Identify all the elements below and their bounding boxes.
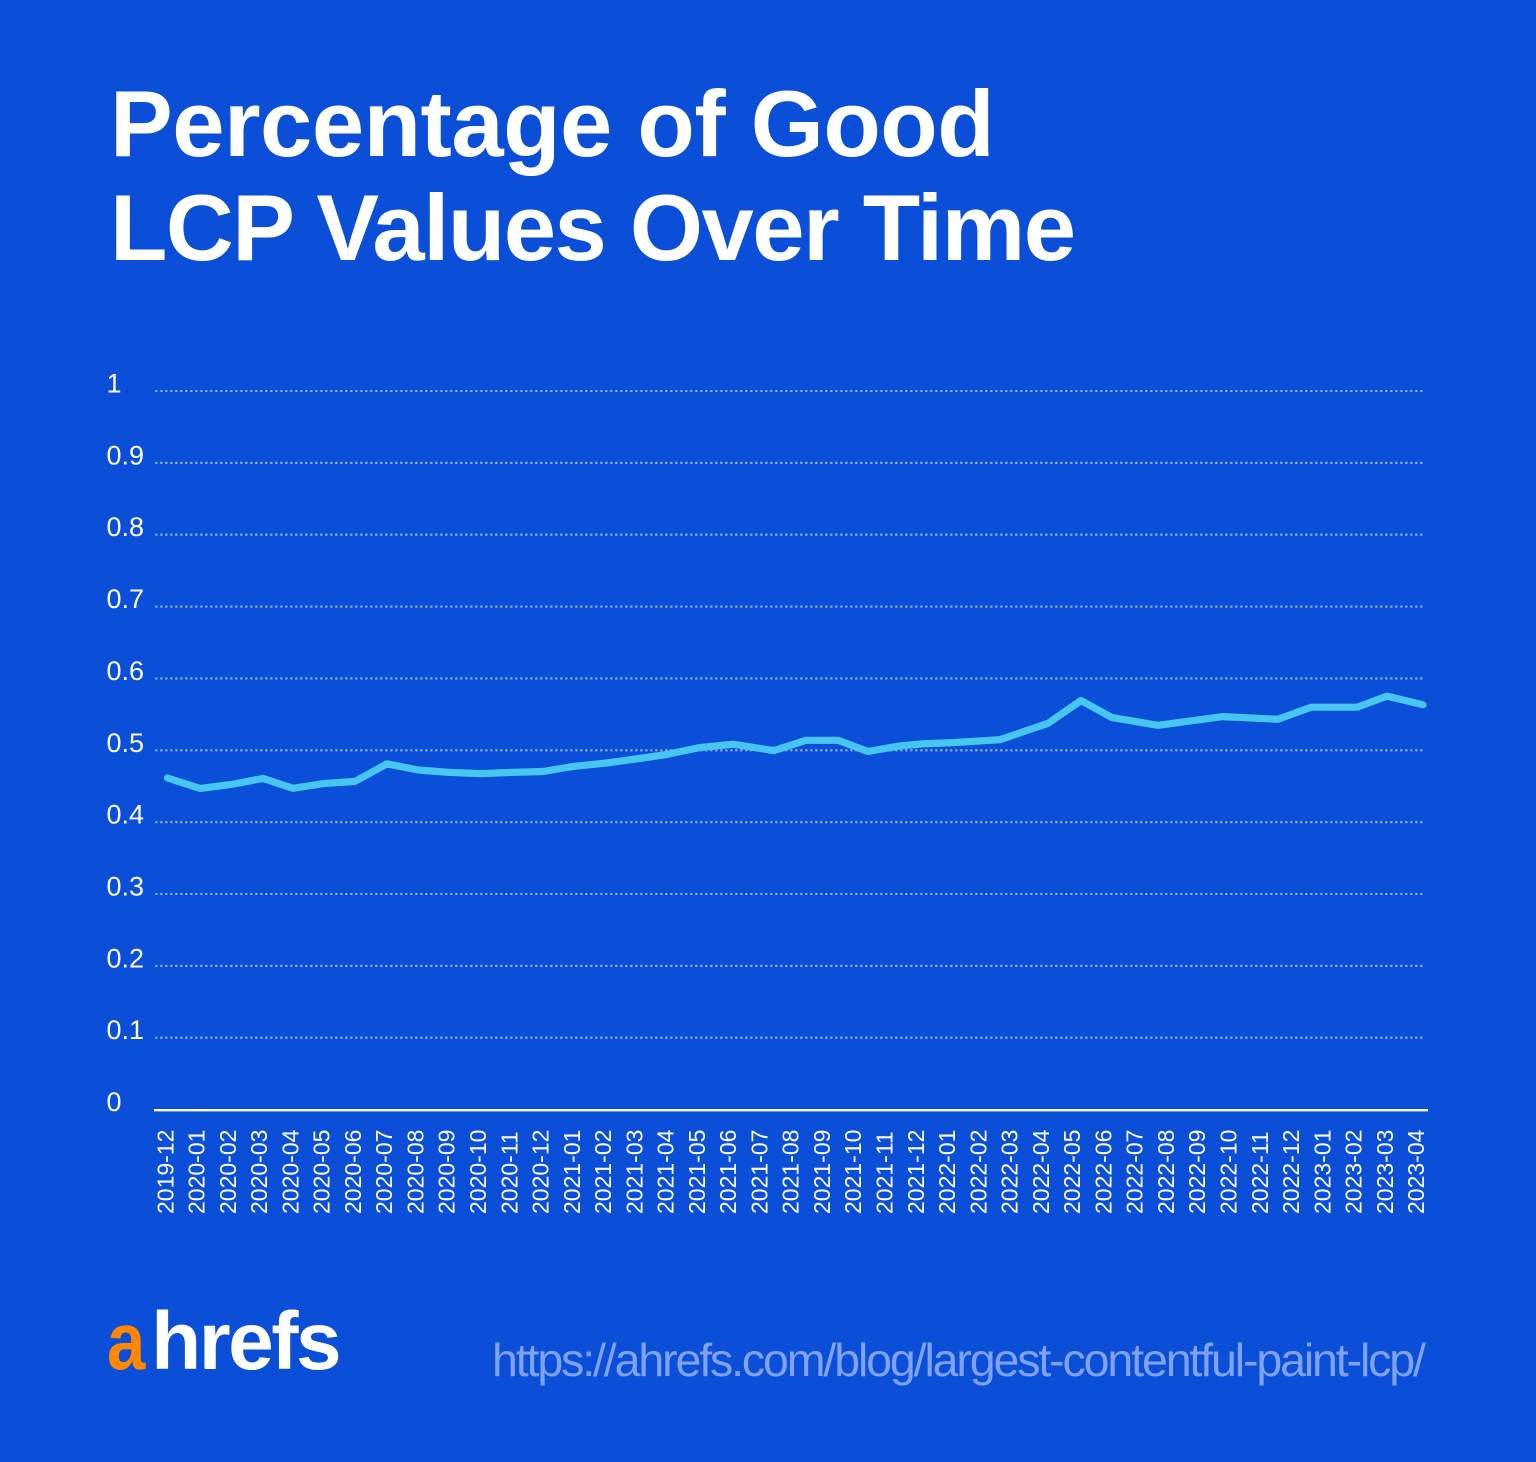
svg-text:0.2: 0.2	[107, 943, 145, 973]
svg-text:2020-11: 2020-11	[496, 1131, 522, 1214]
svg-text:2021-12: 2021-12	[903, 1130, 929, 1214]
svg-text:2020-10: 2020-10	[465, 1130, 491, 1214]
svg-text:2022-03: 2022-03	[997, 1130, 1023, 1214]
svg-text:2023-04: 2023-04	[1403, 1129, 1429, 1214]
svg-text:2019-12: 2019-12	[152, 1130, 178, 1214]
svg-text:2022-12: 2022-12	[1278, 1130, 1304, 1214]
svg-text:2020-06: 2020-06	[340, 1130, 366, 1214]
svg-text:2021-06: 2021-06	[715, 1130, 741, 1214]
svg-text:0: 0	[107, 1087, 122, 1117]
svg-text:2021-11: 2021-11	[872, 1131, 898, 1214]
svg-text:0.4: 0.4	[107, 800, 145, 830]
svg-text:2020-07: 2020-07	[371, 1130, 397, 1214]
svg-text:0.3: 0.3	[107, 872, 145, 902]
svg-text:2021-08: 2021-08	[778, 1130, 804, 1214]
svg-text:2021-09: 2021-09	[809, 1130, 835, 1214]
svg-text:2022-11: 2022-11	[1247, 1131, 1273, 1214]
svg-text:2021-05: 2021-05	[684, 1130, 710, 1214]
svg-text:0.8: 0.8	[107, 512, 145, 542]
svg-text:2021-10: 2021-10	[840, 1130, 866, 1214]
svg-text:2020-09: 2020-09	[434, 1130, 460, 1214]
svg-text:2022-05: 2022-05	[1059, 1130, 1085, 1214]
svg-text:0.1: 0.1	[107, 1015, 145, 1045]
svg-text:0.7: 0.7	[107, 584, 145, 614]
svg-text:0.5: 0.5	[107, 728, 145, 758]
svg-text:2023-01: 2023-01	[1309, 1130, 1335, 1214]
svg-text:2023-02: 2023-02	[1341, 1130, 1367, 1214]
svg-text:2020-08: 2020-08	[402, 1130, 428, 1214]
svg-text:2020-01: 2020-01	[184, 1130, 210, 1214]
svg-text:2020-12: 2020-12	[528, 1130, 554, 1214]
svg-text:2021-07: 2021-07	[746, 1130, 772, 1214]
svg-text:2021-04: 2021-04	[653, 1129, 679, 1214]
svg-text:2022-06: 2022-06	[1090, 1130, 1116, 1214]
svg-text:2022-07: 2022-07	[1122, 1130, 1148, 1214]
svg-text:2020-05: 2020-05	[309, 1130, 335, 1214]
svg-text:2022-02: 2022-02	[965, 1130, 991, 1214]
svg-text:2021-01: 2021-01	[559, 1130, 585, 1214]
svg-text:2022-04: 2022-04	[1028, 1129, 1054, 1214]
svg-text:2023-03: 2023-03	[1372, 1130, 1398, 1214]
svg-text:2020-03: 2020-03	[246, 1130, 272, 1214]
svg-text:1: 1	[107, 369, 122, 399]
svg-text:2022-01: 2022-01	[934, 1130, 960, 1214]
svg-text:2022-08: 2022-08	[1153, 1130, 1179, 1214]
svg-text:2020-02: 2020-02	[215, 1130, 241, 1214]
svg-text:2020-04: 2020-04	[277, 1129, 303, 1214]
svg-text:2021-02: 2021-02	[590, 1130, 616, 1214]
svg-text:0.9: 0.9	[107, 440, 145, 470]
svg-text:2022-10: 2022-10	[1215, 1130, 1241, 1214]
svg-text:0.6: 0.6	[107, 656, 145, 686]
svg-text:2021-03: 2021-03	[621, 1130, 647, 1214]
svg-text:2022-09: 2022-09	[1184, 1130, 1210, 1214]
